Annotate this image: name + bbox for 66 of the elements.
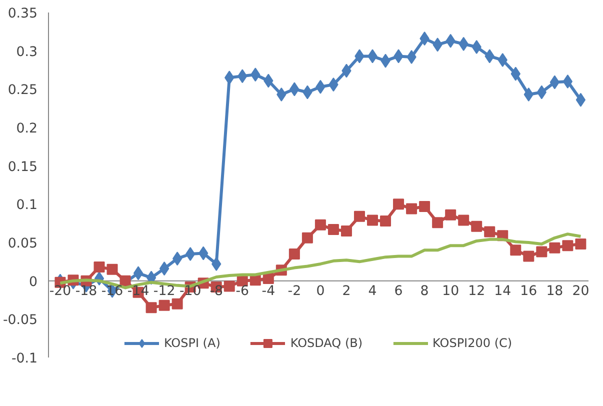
point [562,74,573,88]
point [432,217,444,228]
point [393,198,404,210]
x-tick-label: 12 [468,284,486,299]
point [106,264,118,275]
x-tick-label: -6 [236,284,250,299]
x-tick-label: 20 [572,284,590,299]
point [445,209,456,220]
x-tick-label: 14 [494,284,512,299]
point [354,210,365,222]
point [471,220,482,232]
y-tick-label: 0.05 [8,236,38,252]
point [419,200,430,212]
point [406,203,418,214]
point [380,216,392,227]
legend-label: KOSPI200 (C) [432,336,512,350]
point [120,275,131,286]
point [367,214,378,226]
point [510,244,522,256]
point [575,238,586,250]
point [94,262,105,273]
point [159,262,170,276]
point [484,226,496,238]
point [172,298,183,310]
point [340,226,352,236]
point [458,214,470,226]
point [536,246,548,258]
point [172,252,182,266]
point [146,302,157,314]
point [549,242,560,254]
y-tick-label: 0.25 [8,83,38,98]
point [186,247,196,261]
x-tick-label: 10 [442,284,460,299]
x-tick-label: -2 [288,284,302,299]
point [262,273,274,284]
x-tick-label: 6 [394,284,403,299]
point [224,280,235,292]
y-tick-label: 0.35 [8,6,38,22]
point [302,232,313,244]
y-tick-label: 0.3 [16,44,38,60]
legend-label: KOSPI (A) [164,336,220,350]
point [314,219,326,230]
point [472,40,482,54]
y-tick-label: 0.15 [8,160,38,175]
point [158,300,170,311]
point [288,248,300,260]
x-tick-label: 2 [342,284,351,299]
x-tick-label: 16 [520,284,538,299]
y-tick-label: 0.1 [16,198,38,214]
x-tick-label: 18 [546,284,564,299]
point [562,240,574,252]
x-tick-label: -12 [153,284,176,299]
x-tick-label: 0 [316,284,325,299]
x-tick-label: -18 [75,284,98,299]
legend-label: KOSDAQ (B) [290,336,363,350]
x-tick-label: -4 [262,284,276,299]
y-tick-label: 0.2 [16,122,38,136]
point [523,250,534,262]
point [133,266,144,280]
y-tick-label: -0.05 [3,313,38,328]
x-tick-label: -20 [49,284,72,299]
point [576,92,586,107]
x-tick-label: 8 [420,284,429,299]
point [328,224,339,235]
x-tick-label: 4 [368,284,377,299]
y-tick-label: -0.1 [11,352,38,366]
